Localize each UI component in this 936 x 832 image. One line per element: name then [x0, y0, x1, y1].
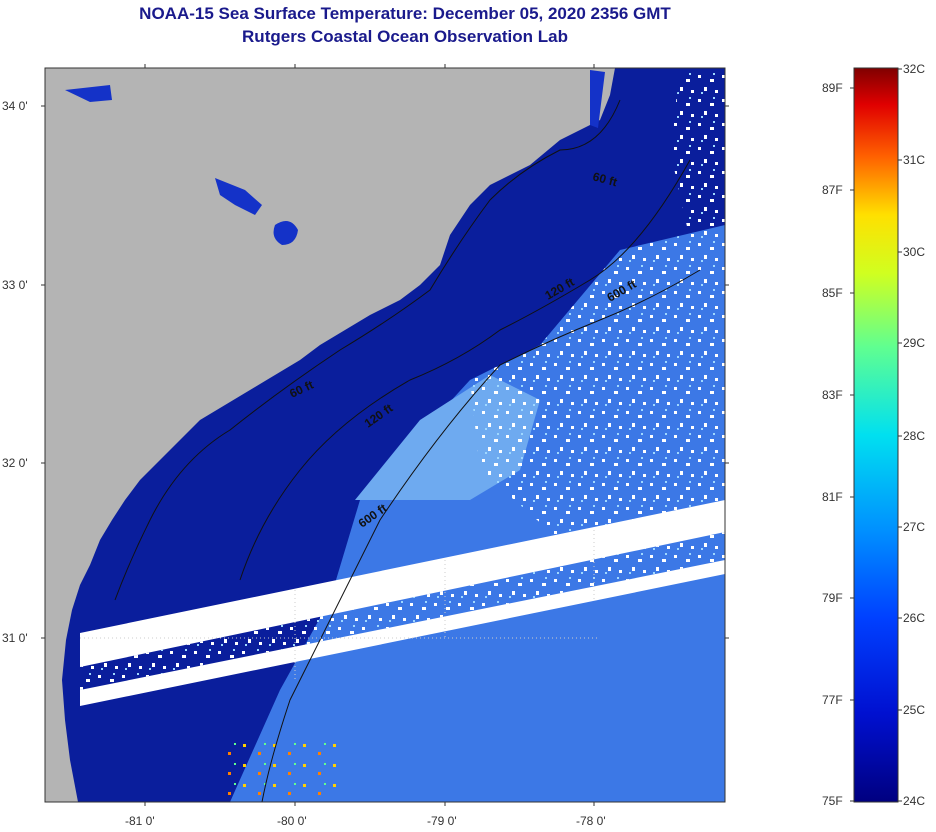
colorbar-label-30c: 30C [903, 245, 925, 259]
colorbar-label-85f: 85F [822, 286, 843, 300]
cloud-speckle-ne [670, 70, 725, 240]
colorbar-label-31c: 31C [903, 153, 925, 167]
swath-gap-upper [80, 500, 725, 667]
lon-label-80: -80 0' [277, 814, 307, 828]
colorbar-label-24c: 24C [903, 794, 925, 808]
colorbar-label-75f: 75F [822, 794, 843, 808]
map-panel: 60 ft 60 ft 120 ft 120 ft 600 ft 600 ft [45, 68, 725, 802]
colorbar-label-87f: 87F [822, 183, 843, 197]
contour-60ft [114, 99, 621, 601]
colorbar-label-28c: 28C [903, 429, 925, 443]
axis-ticks [41, 64, 729, 806]
colorbar-label-79f: 79F [822, 591, 843, 605]
contour-120ft [239, 159, 691, 581]
colorbar-label-83f: 83F [822, 388, 843, 402]
colorbar-label-29c: 29C [903, 336, 925, 350]
lat-label-34: 34 0' [2, 99, 28, 113]
colorbar-label-89f: 89F [822, 81, 843, 95]
lon-label-79: -79 0' [427, 814, 457, 828]
colorbar-label-27c: 27C [903, 520, 925, 534]
swath-gap-speckle [80, 532, 725, 690]
colorbar-label-81f: 81F [822, 490, 843, 504]
contour-label-60ft-north: 60 ft [591, 169, 618, 189]
land-coastline [45, 68, 615, 802]
swath-gap-lower [80, 560, 725, 706]
lat-label-32: 32 0' [2, 456, 28, 470]
colorbar-ticks [850, 68, 902, 802]
colorbar-label-77f: 77F [822, 693, 843, 707]
warm-hotspots [225, 740, 345, 802]
lat-label-33: 33 0' [2, 278, 28, 292]
map-subtitle: Rutgers Coastal Ocean Observation Lab [242, 27, 568, 46]
lon-label-78: -78 0' [576, 814, 606, 828]
colorbar-label-25c: 25C [903, 703, 925, 717]
colorbar-label-32c: 32C [903, 62, 925, 76]
lat-label-31: 31 0' [2, 631, 28, 645]
colorbar-label-26c: 26C [903, 611, 925, 625]
colorbar [853, 67, 899, 803]
map-title: NOAA-15 Sea Surface Temperature: Decembe… [139, 4, 671, 23]
cloud-speckle-area [470, 225, 725, 540]
lon-label-81: -81 0' [125, 814, 155, 828]
contour-600ft [261, 269, 701, 802]
map-frame [44, 67, 726, 803]
